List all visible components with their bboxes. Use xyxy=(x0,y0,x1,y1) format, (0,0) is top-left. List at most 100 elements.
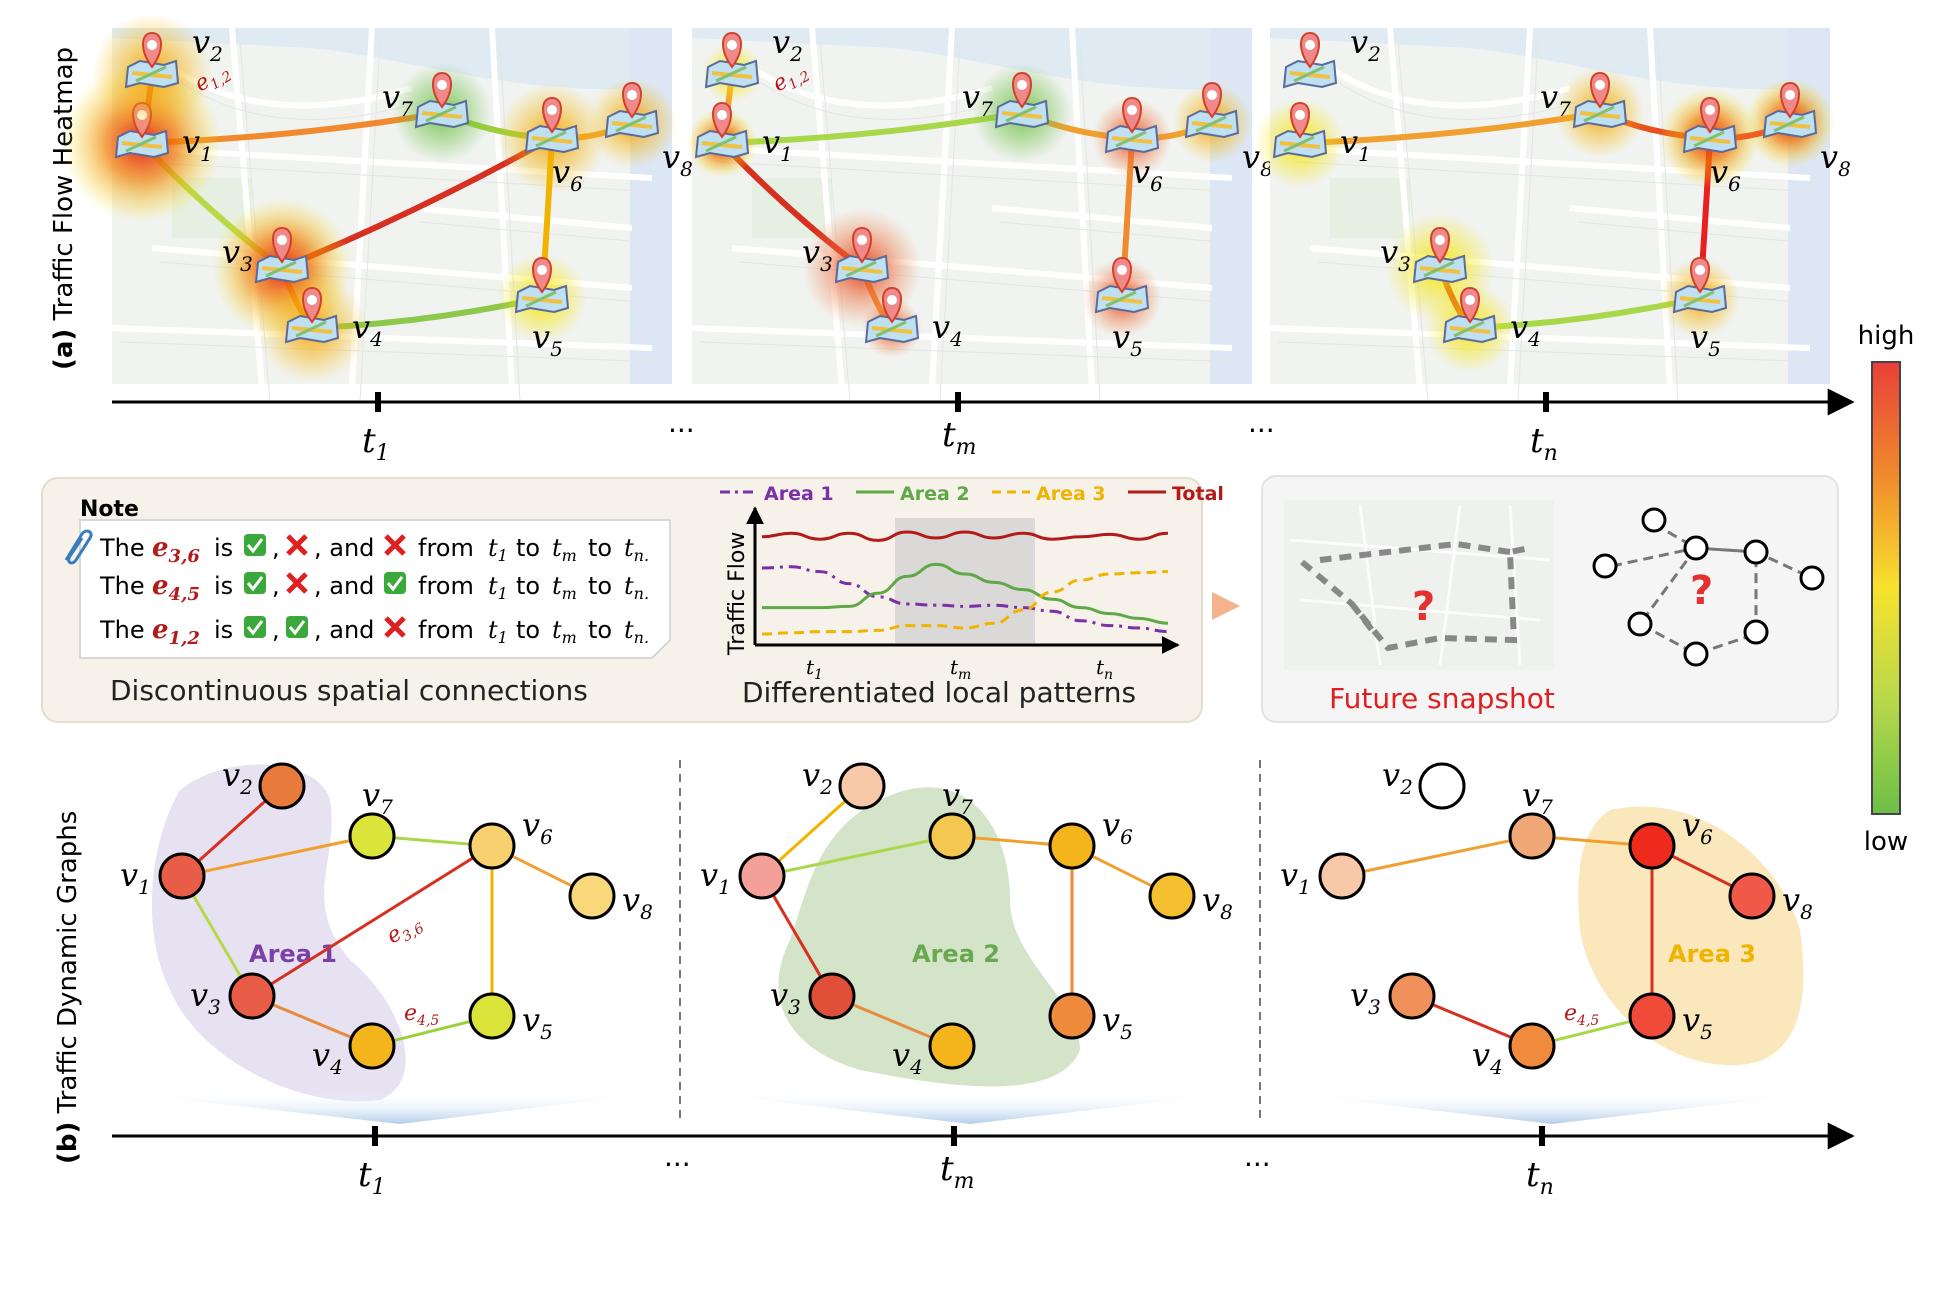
panel-shadow xyxy=(1272,1092,1826,1124)
node-label: v6 xyxy=(552,153,583,196)
node-label: v4 xyxy=(892,1036,923,1079)
map-road xyxy=(1277,341,1819,363)
map-road xyxy=(1269,325,1811,351)
map-road xyxy=(991,205,1213,231)
map-road xyxy=(691,325,1233,351)
timeline-b: t1 tm tn ... ... xyxy=(112,1122,1855,1200)
node-label: v7 xyxy=(1522,776,1553,819)
svg-text:,: , xyxy=(272,616,280,644)
map-water xyxy=(1270,28,1830,90)
svg-text:The: The xyxy=(99,616,145,644)
svg-text:to: to xyxy=(516,616,540,644)
graph-node xyxy=(1148,872,1196,920)
node-label: v3 xyxy=(802,233,833,276)
graph-node xyxy=(1418,762,1466,810)
future-graph-question-mark: ? xyxy=(1690,568,1713,614)
node-label: v2 xyxy=(1382,756,1413,799)
check-icon xyxy=(244,616,266,638)
note-line: The e3,6 is,, and from t1 to tm to tn. xyxy=(99,533,649,567)
node-label: v3 xyxy=(770,976,801,1019)
panel-shadow xyxy=(112,1092,665,1124)
future-panel: ? ? Future snapshot xyxy=(1261,475,1839,723)
map-road xyxy=(1337,81,1579,120)
area-3-label: Area 3 xyxy=(1668,940,1756,968)
map-water xyxy=(692,28,1252,90)
map-road xyxy=(1517,41,1539,403)
node-label: v1 xyxy=(120,856,151,899)
svg-text:is: is xyxy=(214,616,233,644)
series-line-total xyxy=(761,530,1169,542)
map-road xyxy=(419,221,641,243)
area-2-region xyxy=(778,787,1080,1087)
note-card xyxy=(79,519,671,659)
svg-text:Total: Total xyxy=(1172,483,1224,505)
cross-icon xyxy=(384,616,406,638)
svg-text:from: from xyxy=(418,616,474,644)
map-water xyxy=(1210,28,1252,384)
node-label: v8 xyxy=(1782,881,1813,924)
panel-shadow xyxy=(692,1092,1246,1124)
heatmap-panels: v1v2v3v4v5v6v7v8v1v2v3v4v5v6v7v8v1v2v3v4… xyxy=(62,13,1851,403)
area-1-label: Area 1 xyxy=(249,940,337,968)
svg-text:to: to xyxy=(588,572,612,600)
legend-entry: Area 2 xyxy=(856,483,970,505)
map-road xyxy=(699,341,1241,363)
graph-node xyxy=(158,852,206,900)
edge-label-e45: e4,5 xyxy=(404,1001,439,1029)
graph-node xyxy=(838,762,886,810)
graph-node xyxy=(348,1022,396,1070)
graph-node xyxy=(928,812,976,860)
graph-edge xyxy=(761,834,953,878)
svg-text:, and: , and xyxy=(314,572,374,600)
map-road xyxy=(1069,27,1095,389)
node-label: v3 xyxy=(1350,976,1381,1019)
node-label: v7 xyxy=(962,78,993,121)
graph-node xyxy=(738,852,786,900)
svg-text:is: is xyxy=(214,572,233,600)
tick-t1: t1 xyxy=(358,1155,386,1200)
graph-node xyxy=(1388,972,1436,1020)
node-label: v8 xyxy=(1820,138,1851,181)
edge-label-e36: e3,6 xyxy=(383,910,428,952)
node-label: v6 xyxy=(1682,806,1713,849)
node-label: v7 xyxy=(362,776,393,819)
graph-node xyxy=(928,1022,976,1070)
node-label: v5 xyxy=(522,1001,553,1044)
map-road xyxy=(719,161,1241,193)
map-water xyxy=(112,28,672,90)
svg-text:, and: , and xyxy=(314,534,374,562)
cross-icon xyxy=(384,534,406,556)
node-label: v4 xyxy=(1472,1036,1503,1079)
node-label: v6 xyxy=(1132,153,1163,196)
node-label: v1 xyxy=(1280,856,1311,899)
map-road xyxy=(1328,65,1571,109)
tick-tm: tm xyxy=(942,415,977,460)
ellipsis: ... xyxy=(664,1140,691,1173)
tick-tn: tn xyxy=(1526,1155,1554,1200)
map-road xyxy=(1577,221,1799,243)
legend-entry: Area 3 xyxy=(992,483,1106,505)
graph-node xyxy=(1508,812,1556,860)
edge-label-e45: e4,5 xyxy=(1564,1001,1599,1029)
svg-text:Area 2: Area 2 xyxy=(900,483,970,505)
tick-tn: tn xyxy=(1530,421,1558,466)
area-2-label: Area 2 xyxy=(912,940,1000,968)
graph-node xyxy=(1628,822,1676,870)
svg-text:to: to xyxy=(588,616,612,644)
node-label: v2 xyxy=(802,756,833,799)
svg-text:, and: , and xyxy=(314,616,374,644)
check-icon xyxy=(384,572,406,594)
colorbar-low: low xyxy=(1864,827,1908,857)
legend-entry: Area 1 xyxy=(720,483,834,505)
svg-text:Area 3: Area 3 xyxy=(1036,483,1106,505)
graph-edge xyxy=(1341,834,1533,878)
node-label: v6 xyxy=(1102,806,1133,849)
node-label: v5 xyxy=(1102,1001,1133,1044)
graph-node xyxy=(1048,992,1096,1040)
graph-node xyxy=(348,812,396,860)
